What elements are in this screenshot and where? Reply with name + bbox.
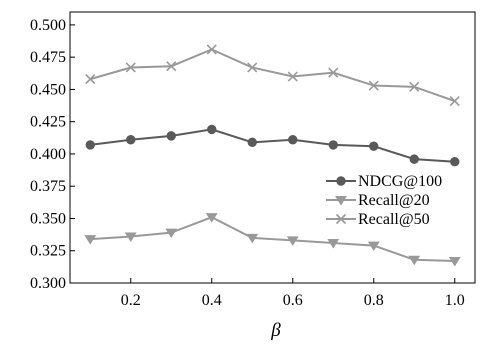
legend-item: Recall@20 (326, 192, 430, 209)
y-axis: 0.300 0.325 0.350 0.375 0.400 0.425 0.450 0.475… (30, 17, 75, 292)
data-point (287, 71, 298, 82)
data-point (288, 135, 298, 145)
data-point (328, 67, 339, 78)
data-point (205, 213, 218, 223)
x-tick-label: 0.2 (121, 292, 141, 309)
series-line (90, 128, 455, 163)
y-tick-label: 0.400 (30, 146, 66, 163)
y-tick-label: 0.475 (30, 49, 66, 66)
data-point (165, 228, 178, 239)
legend-label: Recall@20 (358, 192, 430, 209)
data-point (166, 131, 176, 141)
data-point (286, 236, 299, 246)
legend-label: Recall@50 (358, 211, 430, 228)
series-recall-20 (84, 213, 461, 267)
legend-marker (335, 196, 347, 206)
y-tick-label: 0.375 (30, 178, 66, 195)
data-point (125, 62, 136, 73)
data-point (246, 233, 259, 244)
data-point (84, 235, 97, 245)
data-point (206, 44, 217, 55)
data-point (207, 124, 217, 135)
y-tick-label: 0.325 (30, 243, 66, 260)
data-point (85, 74, 96, 85)
legend: NDCG@100 Recall@20 Recall@50 (326, 173, 442, 228)
data-point (247, 137, 257, 148)
data-point (328, 140, 338, 150)
legend-item: Recall@50 (326, 211, 430, 228)
x-tick-label: 0.4 (202, 292, 222, 309)
data-point (126, 135, 136, 145)
data-point (166, 61, 177, 72)
data-point (124, 232, 137, 242)
plot-border (69, 11, 476, 284)
data-point (367, 241, 380, 252)
data-point (327, 238, 340, 249)
legend-item: NDCG@100 (326, 173, 442, 190)
x-tick-label: 1.0 (445, 292, 465, 309)
data-point (409, 81, 420, 92)
data-point (247, 62, 258, 73)
x-axis-title: β (270, 320, 281, 341)
x-tick-label: 0.8 (364, 292, 384, 309)
data-point (449, 95, 460, 107)
data-point (368, 80, 379, 91)
x-axis: 0.2 0.4 0.6 0.8 1.0 (121, 278, 465, 309)
legend-marker (335, 213, 347, 225)
data-point (450, 156, 460, 167)
series-line (89, 48, 456, 102)
data-point (85, 140, 95, 150)
y-tick-label: 0.450 (30, 81, 66, 98)
data-point (448, 257, 461, 267)
series-line (90, 216, 455, 263)
y-tick-label: 0.300 (30, 275, 66, 292)
legend-label: NDCG@100 (358, 173, 442, 190)
series-layer (84, 44, 461, 267)
data-point (408, 255, 421, 266)
data-point (409, 154, 419, 164)
legend-marker (336, 176, 346, 186)
y-tick-label: 0.425 (30, 114, 66, 131)
y-tick-label: 0.500 (30, 17, 66, 34)
plot-frame (69, 11, 476, 284)
series-ndcg-100 (85, 124, 460, 167)
x-tick-label: 0.6 (283, 292, 303, 309)
data-point (369, 141, 379, 151)
y-tick-label: 0.350 (30, 210, 66, 227)
series-recall-50 (85, 44, 460, 107)
